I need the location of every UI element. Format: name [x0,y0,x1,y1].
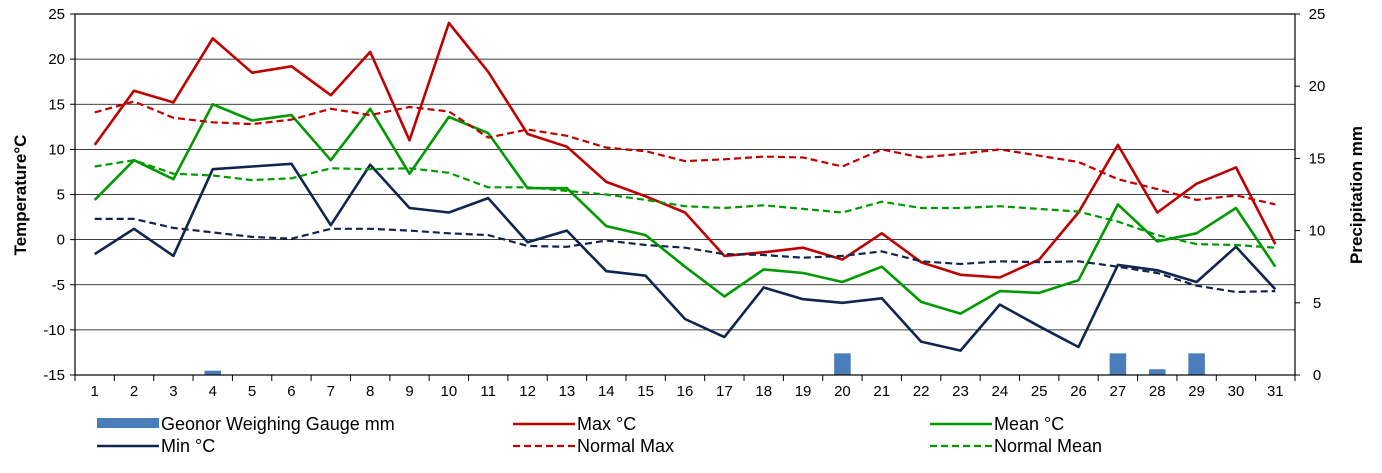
precip-bar-day-29 [1188,353,1205,375]
temperature-lines [93,21,1277,352]
series-mean-c [93,103,1277,315]
x-tick-label: 18 [755,383,772,400]
x-tick-label: 23 [952,383,969,400]
y-tick-label: 20 [48,51,65,68]
y-tick-label: 25 [48,6,65,23]
x-tick-label: 17 [716,383,733,400]
y2-tick-label: 15 [1309,150,1326,167]
series-min-c [93,162,1277,352]
x-tick-label: 10 [441,383,458,400]
precip-bar-day-28 [1148,369,1166,375]
x-tick-label: 3 [169,383,177,400]
y-tick-label: 15 [48,96,65,113]
y-axis-title: Temperature°C [11,135,30,256]
x-tick-label: 24 [991,383,1008,400]
x-tick-label: 22 [913,383,930,400]
x-tick-label: 5 [248,383,256,400]
y2-tick-label: 5 [1313,295,1321,312]
x-tick-label: 12 [519,383,536,400]
x-tick-label: 7 [327,383,335,400]
legend-item-5: Normal Mean [930,436,1102,456]
series-normal-min [94,217,1276,294]
x-tick-label: 19 [795,383,812,400]
x-tick-label: 8 [366,383,374,400]
gridlines [75,13,1295,331]
series-normal-max [94,100,1276,206]
legend-swatch [97,418,159,428]
x-tick-label: 13 [559,383,576,400]
legend-label: Geonor Weighing Gauge mm [161,414,395,434]
y-tick-label: -5 [52,277,65,294]
x-tick-label: 14 [598,383,615,400]
y-tick-label: 10 [48,141,65,158]
x-tick-label: 27 [1110,383,1127,400]
series-normal-mean [94,159,1276,249]
x-tick-label: 11 [480,383,496,400]
y2-tick-label: 10 [1309,223,1326,240]
legend-label: Normal Max [577,436,674,456]
y-tick-label: 5 [57,187,65,204]
legend-item-1: Max °C [513,414,636,434]
x-tick-label: 26 [1070,383,1087,400]
precip-bar-day-20 [834,353,851,375]
y-tick-label: -10 [43,322,65,339]
x-tick-label: 29 [1188,383,1205,400]
x-tick-label: 4 [209,383,217,400]
precip-bar-day-27 [1109,353,1127,375]
legend-item-3: Min °C [97,436,215,456]
legend-item-4: Normal Max [513,436,674,456]
precip-bar-day-4 [204,370,222,375]
precipitation-bars [204,353,1205,375]
legend-item-2: Mean °C [930,414,1064,434]
legend-label: Normal Mean [994,436,1102,456]
x-tick-label: 31 [1267,383,1284,400]
x-tick-label: 2 [130,383,138,400]
legend: Geonor Weighing Gauge mm Max °C Mean °C Min… [97,414,1102,456]
x-tick-label: 21 [873,383,890,400]
legend-item-0: Geonor Weighing Gauge mm [97,414,395,434]
x-tick-label: 16 [677,383,694,400]
y2-axis-title: Precipitation mm [1347,126,1366,264]
x-tick-label: 15 [637,383,654,400]
y-tick-label: -15 [43,367,65,384]
legend-label: Max °C [577,414,636,434]
x-tick-label: 6 [287,383,295,400]
x-tick-label: 30 [1228,383,1245,400]
x-tick-label: 9 [405,383,413,400]
legend-label: Mean °C [994,414,1064,434]
y2-tick-label: 20 [1309,78,1326,95]
legend-label: Min °C [161,436,215,456]
y-tick-label: 0 [57,232,65,249]
y2-tick-label: 25 [1309,6,1326,23]
x-tick-label: 28 [1149,383,1166,400]
x-tick-label: 20 [834,383,851,400]
y2-tick-label: 0 [1313,367,1321,384]
x-tick-label: 25 [1031,383,1048,400]
x-tick-label: 1 [91,383,99,400]
